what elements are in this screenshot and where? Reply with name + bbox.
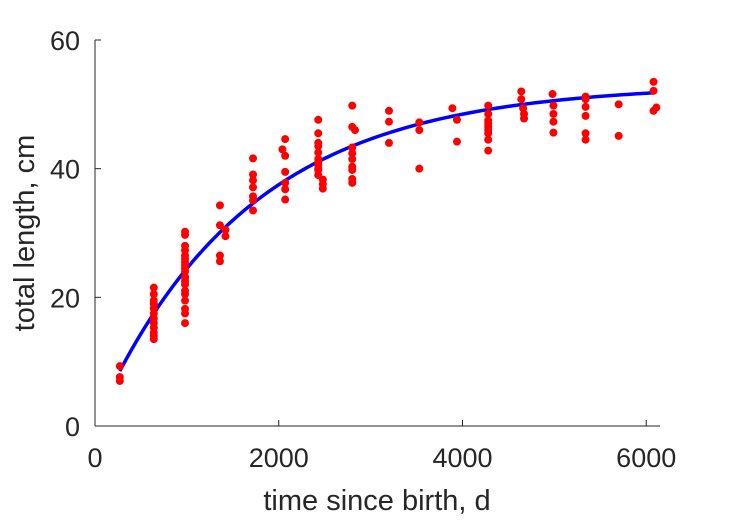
data-point [318, 184, 327, 193]
data-point [384, 138, 393, 147]
data-point [215, 221, 224, 230]
data-points-layer [115, 77, 661, 385]
data-point [415, 118, 424, 127]
x-axis-label: time since birth, d [263, 485, 490, 517]
data-point [249, 176, 258, 185]
data-point [221, 232, 230, 241]
y-axis-label: total length, cm [9, 135, 41, 332]
data-point [548, 90, 557, 99]
ticks [94, 39, 647, 427]
data-point [549, 101, 558, 110]
data-point [384, 117, 393, 126]
y-tick-label: 60 [50, 26, 80, 56]
data-point [181, 319, 190, 328]
data-point [149, 290, 158, 299]
data-point [348, 143, 357, 152]
data-point [484, 109, 493, 118]
data-point [581, 95, 590, 104]
data-point [249, 196, 258, 205]
data-point [484, 129, 493, 138]
data-point [314, 148, 323, 157]
data-point [348, 178, 357, 187]
data-point [415, 164, 424, 173]
data-point [181, 230, 190, 239]
data-point [281, 195, 290, 204]
data-point [149, 283, 158, 292]
data-point [181, 274, 190, 283]
data-point [215, 201, 224, 210]
data-point [549, 109, 558, 118]
data-point [581, 135, 590, 144]
fit-curve [118, 91, 654, 372]
data-point [452, 137, 461, 146]
data-point [649, 86, 658, 95]
data-point [348, 155, 357, 164]
data-point [452, 115, 461, 124]
data-point [181, 290, 190, 299]
data-point [181, 280, 190, 289]
data-point [581, 129, 590, 138]
data-point [652, 103, 661, 112]
data-point [249, 170, 258, 179]
data-point [314, 142, 323, 151]
data-point [517, 95, 526, 104]
data-point [281, 178, 290, 187]
data-point [348, 165, 357, 174]
data-point [549, 117, 558, 126]
data-point [215, 257, 224, 266]
data-point [350, 126, 359, 135]
data-point [484, 135, 493, 144]
data-point [249, 154, 258, 163]
x-tick-label: 2000 [249, 443, 309, 473]
axes [94, 40, 660, 427]
x-tick-label: 6000 [616, 443, 676, 473]
fit-curve-layer [118, 91, 654, 372]
y-tick-label: 0 [65, 412, 80, 442]
y-tick-label: 20 [50, 283, 80, 313]
data-point [181, 296, 190, 305]
data-point [281, 167, 290, 176]
data-point [115, 376, 124, 385]
data-point [181, 309, 190, 318]
data-point [649, 77, 658, 86]
data-point [484, 146, 493, 155]
data-point [149, 335, 158, 344]
data-point [278, 145, 287, 154]
data-point [115, 362, 124, 371]
data-point [348, 101, 357, 110]
data-point [215, 251, 224, 260]
data-point [249, 183, 258, 192]
data-point [581, 111, 590, 120]
data-point [520, 114, 529, 123]
data-point [249, 206, 258, 215]
data-point [348, 149, 357, 158]
data-point [484, 101, 493, 110]
data-point [614, 100, 623, 109]
data-point [581, 102, 590, 111]
data-point [221, 225, 230, 234]
data-point [549, 128, 558, 137]
data-point [314, 115, 323, 124]
data-point [384, 106, 393, 115]
tick-labels: 0 2000 4000 6000 0 20 40 60 [50, 26, 676, 473]
data-point [415, 126, 424, 135]
x-tick-label: 4000 [432, 443, 492, 473]
data-point [281, 185, 290, 194]
data-point [314, 129, 323, 138]
y-tick-label: 40 [50, 155, 80, 185]
data-point [448, 104, 457, 113]
x-tick-label: 0 [87, 443, 102, 473]
data-point [281, 151, 290, 160]
data-point [517, 87, 526, 96]
data-point [281, 135, 290, 144]
data-point [614, 131, 623, 140]
